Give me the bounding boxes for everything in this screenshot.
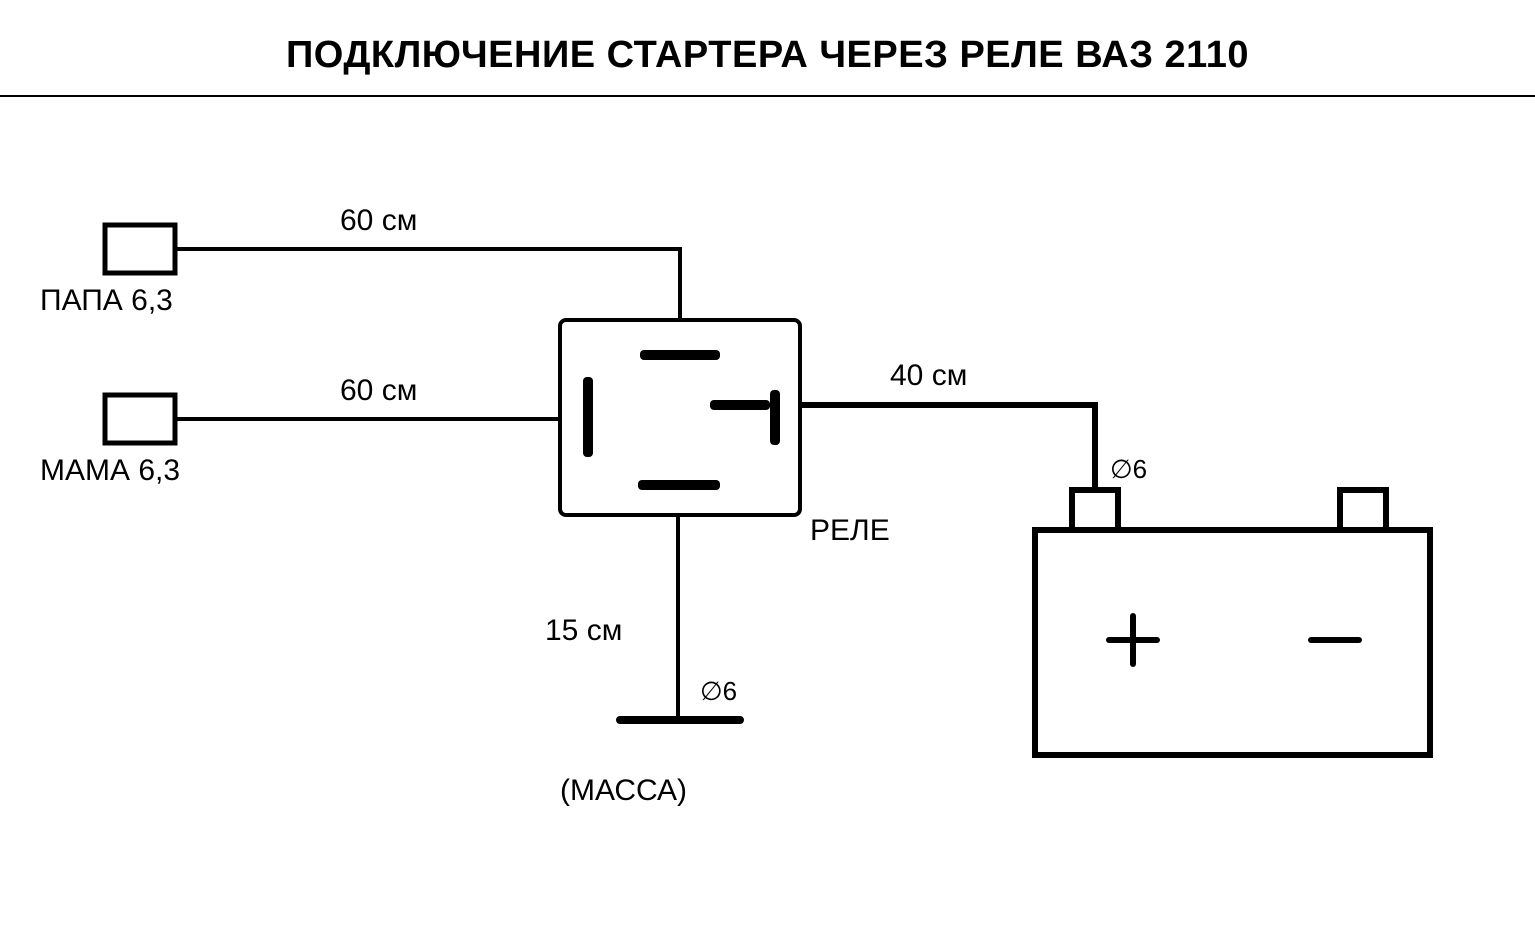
ring-label-relay_right_to_battery: ∅6: [1110, 454, 1147, 484]
wire-label-papa_to_relay_top: 60 см: [340, 204, 417, 237]
connector-papa: [105, 225, 175, 273]
relay-pin-top: [640, 350, 720, 360]
wiring-diagram: ПАПА 6,3 МАМА 6,3 РЕЛЕ 60 см 60 см 40 см ∅6 15 …: [0, 0, 1535, 945]
battery-terminal-neg: [1340, 490, 1386, 530]
battery-body: [1035, 530, 1430, 755]
ground-ring-label: ∅6: [700, 676, 737, 706]
relay-pin-right: [710, 400, 770, 410]
wire-label-relay_right_to_battery: 40 см: [890, 359, 967, 392]
connector-papa-label: ПАПА 6,3: [40, 284, 173, 317]
relay-label: РЕЛЕ: [810, 514, 890, 547]
connector-mama: [105, 395, 175, 443]
wire-papa_to_relay_top: [175, 249, 680, 320]
connector-mama-label: МАМА 6,3: [40, 454, 180, 487]
ground-label: (МАССА): [560, 774, 687, 807]
relay-pin-left: [583, 377, 593, 457]
relay-pin-right2: [770, 390, 780, 445]
relay-pin-bottom: [638, 480, 720, 490]
page: ПОДКЛЮЧЕНИЕ СТАРТЕРА ЧЕРЕЗ РЕЛЕ ВАЗ 2110…: [0, 0, 1535, 945]
wire-label-mama_to_relay_left: 60 см: [340, 374, 417, 407]
battery-terminal-pos: [1072, 490, 1118, 530]
wire-relay_right_to_battery: [800, 405, 1095, 490]
ground-length-label: 15 см: [545, 614, 622, 647]
